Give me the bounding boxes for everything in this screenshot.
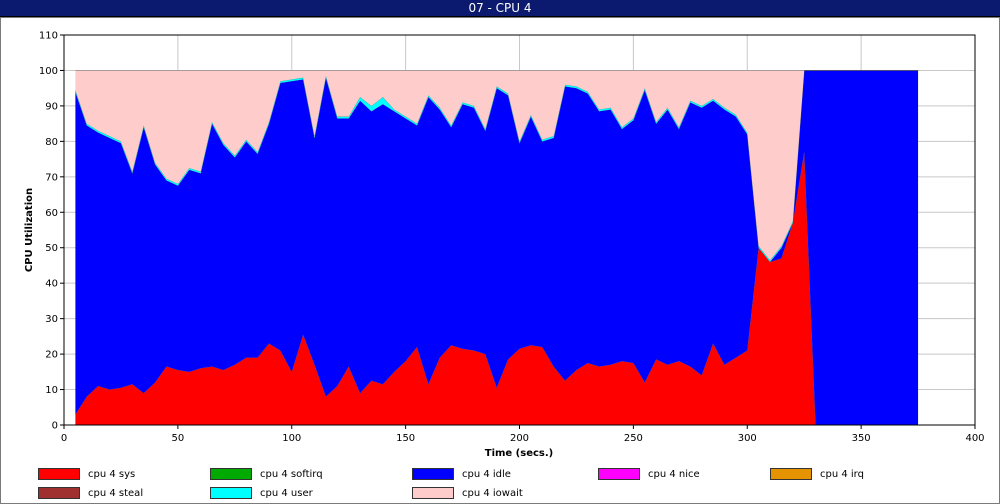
legend-label-steal: cpu 4 steal (88, 488, 144, 499)
legend-swatch-irq (770, 468, 812, 480)
legend-label-irq: cpu 4 irq (820, 469, 864, 480)
legend-label-iowait: cpu 4 iowait (462, 488, 523, 499)
legend-item-steal: cpu 4 steal (38, 487, 143, 501)
x-tick-label-100: 100 (282, 433, 301, 444)
legend-item-nice: cpu 4 nice (598, 468, 700, 482)
y-tick-label-60: 60 (45, 208, 58, 219)
window-title: 07 - CPU 4 (0, 0, 1000, 17)
x-tick-label-0: 0 (61, 433, 67, 444)
x-tick-label-50: 50 (172, 433, 185, 444)
y-tick-label-110: 110 (39, 31, 58, 42)
legend-label-softirq: cpu 4 softirq (260, 469, 323, 480)
x-tick-label-150: 150 (396, 433, 415, 444)
legend-item-sys: cpu 4 sys (38, 468, 135, 482)
y-tick-label-0: 0 (52, 421, 58, 432)
legend-swatch-softirq (210, 468, 252, 480)
y-tick-label-10: 10 (45, 385, 58, 396)
legend-item-irq: cpu 4 irq (770, 468, 864, 482)
y-tick-label-70: 70 (45, 172, 58, 183)
area-series-7 (75, 70, 919, 261)
y-tick-label-40: 40 (45, 279, 58, 290)
x-axis-title: Time (secs.) (485, 448, 554, 459)
legend-label-idle: cpu 4 idle (462, 469, 511, 480)
legend-item-user: cpu 4 user (210, 487, 313, 501)
legend-swatch-iowait (412, 487, 454, 499)
legend-item-iowait: cpu 4 iowait (412, 487, 523, 501)
series-areas (75, 70, 919, 426)
legend-swatch-steal (38, 487, 80, 499)
legend-label-sys: cpu 4 sys (88, 469, 136, 480)
y-axis-title: CPU Utilization (24, 188, 35, 272)
x-tick-label-200: 200 (510, 433, 529, 444)
legend-swatch-idle (412, 468, 454, 480)
y-tick-label-20: 20 (45, 350, 58, 361)
area-series-0 (75, 152, 919, 425)
legend: cpu 4 sys cpu 4 softirq cpu 4 idle cpu 4… (0, 464, 1000, 504)
y-tick-label-50: 50 (45, 243, 58, 254)
legend-item-softirq: cpu 4 softirq (210, 468, 323, 482)
axis-ticks: 0 10 20 30 40 50 60 70 80 90 100 110 0 50 100 150 200 250… (39, 31, 985, 445)
area-series-2 (75, 70, 919, 425)
legend-label-nice: cpu 4 nice (648, 469, 700, 480)
y-tick-label-100: 100 (39, 66, 58, 77)
x-tick-label-300: 300 (738, 433, 757, 444)
x-tick-label-400: 400 (965, 433, 984, 444)
legend-swatch-nice (598, 468, 640, 480)
x-tick-label-350: 350 (852, 433, 871, 444)
legend-item-idle: cpu 4 idle (412, 468, 511, 482)
x-tick-label-250: 250 (624, 433, 643, 444)
y-tick-label-90: 90 (45, 101, 58, 112)
legend-swatch-user (210, 487, 252, 499)
y-tick-label-30: 30 (45, 314, 58, 325)
legend-swatch-sys (38, 468, 80, 480)
legend-label-user: cpu 4 user (260, 488, 313, 499)
y-tick-label-80: 80 (45, 137, 58, 148)
